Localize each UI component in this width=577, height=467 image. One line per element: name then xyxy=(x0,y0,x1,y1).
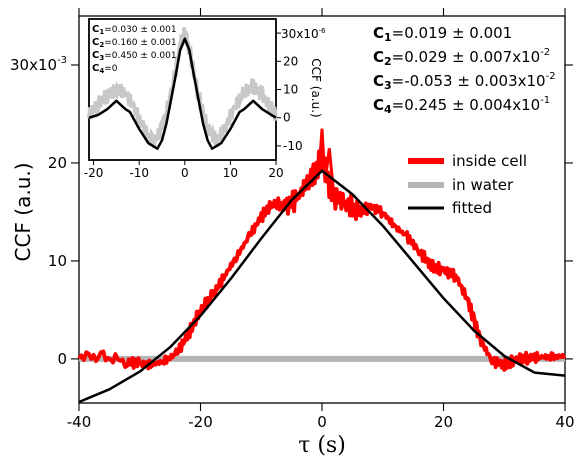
legend-label-in-water: in water xyxy=(452,176,514,194)
y-multiplier-label: 30x10-3 xyxy=(10,55,67,74)
inset-y-axis-label: CCF (a.u.) xyxy=(309,58,323,117)
x-tick-label: 40 xyxy=(555,413,574,431)
legend-label-inside-cell: inside cell xyxy=(452,152,527,170)
inset-y-tick-label: 0 xyxy=(283,111,291,125)
inset-x-tick-label: 20 xyxy=(268,166,283,180)
param-c4: C4=0.245 ± 0.004x10-1 xyxy=(373,95,550,116)
inset-y-tick-label: -10 xyxy=(283,139,303,153)
y-tick-label: 20 xyxy=(48,154,67,172)
x-tick-label: -20 xyxy=(188,413,213,431)
param-c1: C1=0.019 ± 0.001 xyxy=(373,24,512,44)
inset-x-tick-label: -20 xyxy=(84,166,104,180)
inset-y-tick-label: 10 xyxy=(283,83,298,97)
param-c2: C2=0.029 ± 0.007x10-2 xyxy=(373,47,550,68)
x-axis-label: τ (s) xyxy=(298,433,346,458)
inset-series-in-water xyxy=(87,27,278,149)
y-tick-label: 10 xyxy=(48,252,67,270)
legend-label-fitted: fitted xyxy=(452,199,492,217)
y-tick-label: 0 xyxy=(57,350,67,368)
inset-param-c2: C2=0.160 ± 0.001 xyxy=(92,37,177,49)
inset-param-c1: C1=0.030 ± 0.001 xyxy=(92,24,177,36)
inset-y-multiplier: 30x10-6 xyxy=(281,27,326,41)
inset-x-tick-label: 0 xyxy=(181,166,189,180)
x-tick-label: -40 xyxy=(67,413,92,431)
legend: inside cell in water fitted xyxy=(408,152,527,217)
inset-series-fitted xyxy=(88,37,277,150)
inset-x-tick-label: 10 xyxy=(223,166,238,180)
series-inside-cell xyxy=(77,145,567,372)
inset-param-c4: C4=0 xyxy=(92,63,118,75)
inset-x-tick-label: -10 xyxy=(129,166,149,180)
series-fitted xyxy=(78,169,566,404)
series-inside-cell-peak xyxy=(317,128,336,198)
param-c3: C3=-0.053 ± 0.003x10-2 xyxy=(373,71,556,92)
fit-parameters: C1=0.019 ± 0.001 C2=0.029 ± 0.007x10-2 C… xyxy=(373,24,556,116)
x-tick-label: 0 xyxy=(317,413,327,431)
inset-param-c3: C3=0.450 ± 0.001 xyxy=(92,50,177,62)
x-tick-label: 20 xyxy=(434,413,453,431)
inset-y-tick-label: 20 xyxy=(283,54,298,68)
y-axis-label: CCF (a.u.) xyxy=(11,162,35,261)
